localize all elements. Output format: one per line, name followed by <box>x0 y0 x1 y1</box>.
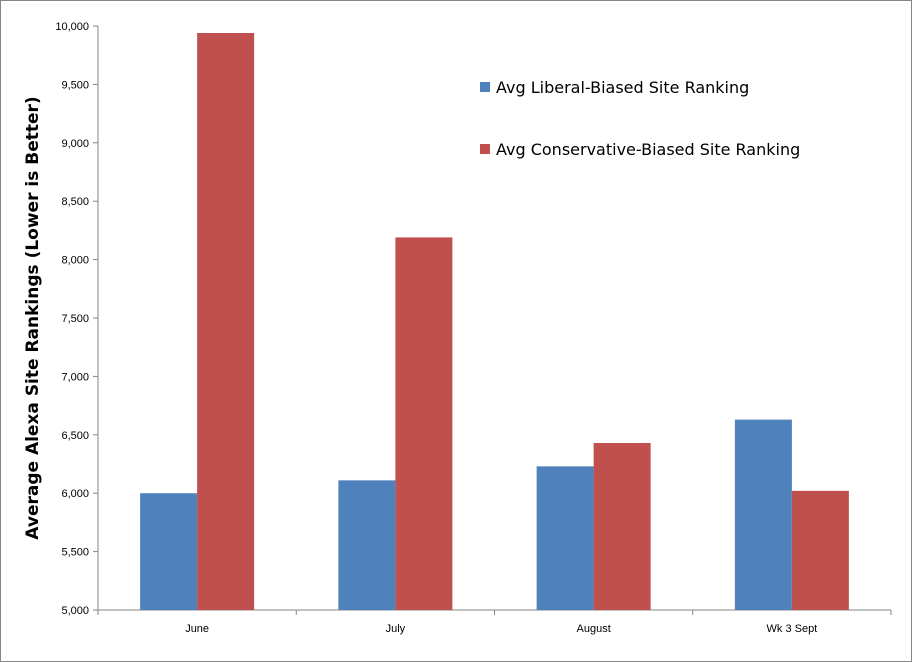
y-tick-label: 5,000 <box>61 605 89 617</box>
bar-liberal <box>734 419 792 610</box>
legend-swatch <box>480 144 490 154</box>
y-tick-label: 6,500 <box>61 430 89 442</box>
bar-conservative <box>791 490 849 610</box>
y-tick-label: 8,000 <box>61 255 89 267</box>
y-axis: 5,000 5,500 6,000 6,500 7,000 7,500 8,000 8,500… <box>55 21 99 617</box>
legend-label: Avg Conservative-Biased Site Ranking <box>496 140 800 159</box>
legend-label: Avg Liberal-Biased Site Ranking <box>496 78 749 97</box>
y-tick-label: 6,000 <box>61 488 89 500</box>
bar-liberal <box>140 493 198 610</box>
bar-conservative <box>197 33 255 611</box>
y-axis-title: Average Alexa Site Rankings (Lower is Be… <box>23 96 43 539</box>
x-axis: June July August Wk 3 Sept <box>97 609 892 635</box>
y-tick-label: 5,500 <box>61 547 89 559</box>
y-tick-label: 8,500 <box>61 196 89 208</box>
y-tick-label: 7,000 <box>61 371 89 383</box>
bar-conservative <box>593 442 651 610</box>
x-tick-label: June <box>185 623 209 635</box>
y-tick-label: 10,000 <box>55 21 89 33</box>
x-tick-label: July <box>386 623 406 635</box>
legend: Avg Liberal-Biased Site Ranking Avg Conse… <box>480 78 800 159</box>
y-tick-label: 9,500 <box>61 79 89 91</box>
y-tick-label: 9,000 <box>61 138 89 150</box>
bar-liberal <box>338 480 396 610</box>
legend-swatch <box>480 82 490 92</box>
bar-liberal <box>536 466 594 610</box>
y-tick-label: 7,500 <box>61 313 89 325</box>
bar-conservative <box>395 237 453 610</box>
bars <box>140 33 849 611</box>
x-tick-label: August <box>577 623 611 635</box>
x-tick-label: Wk 3 Sept <box>767 623 818 635</box>
